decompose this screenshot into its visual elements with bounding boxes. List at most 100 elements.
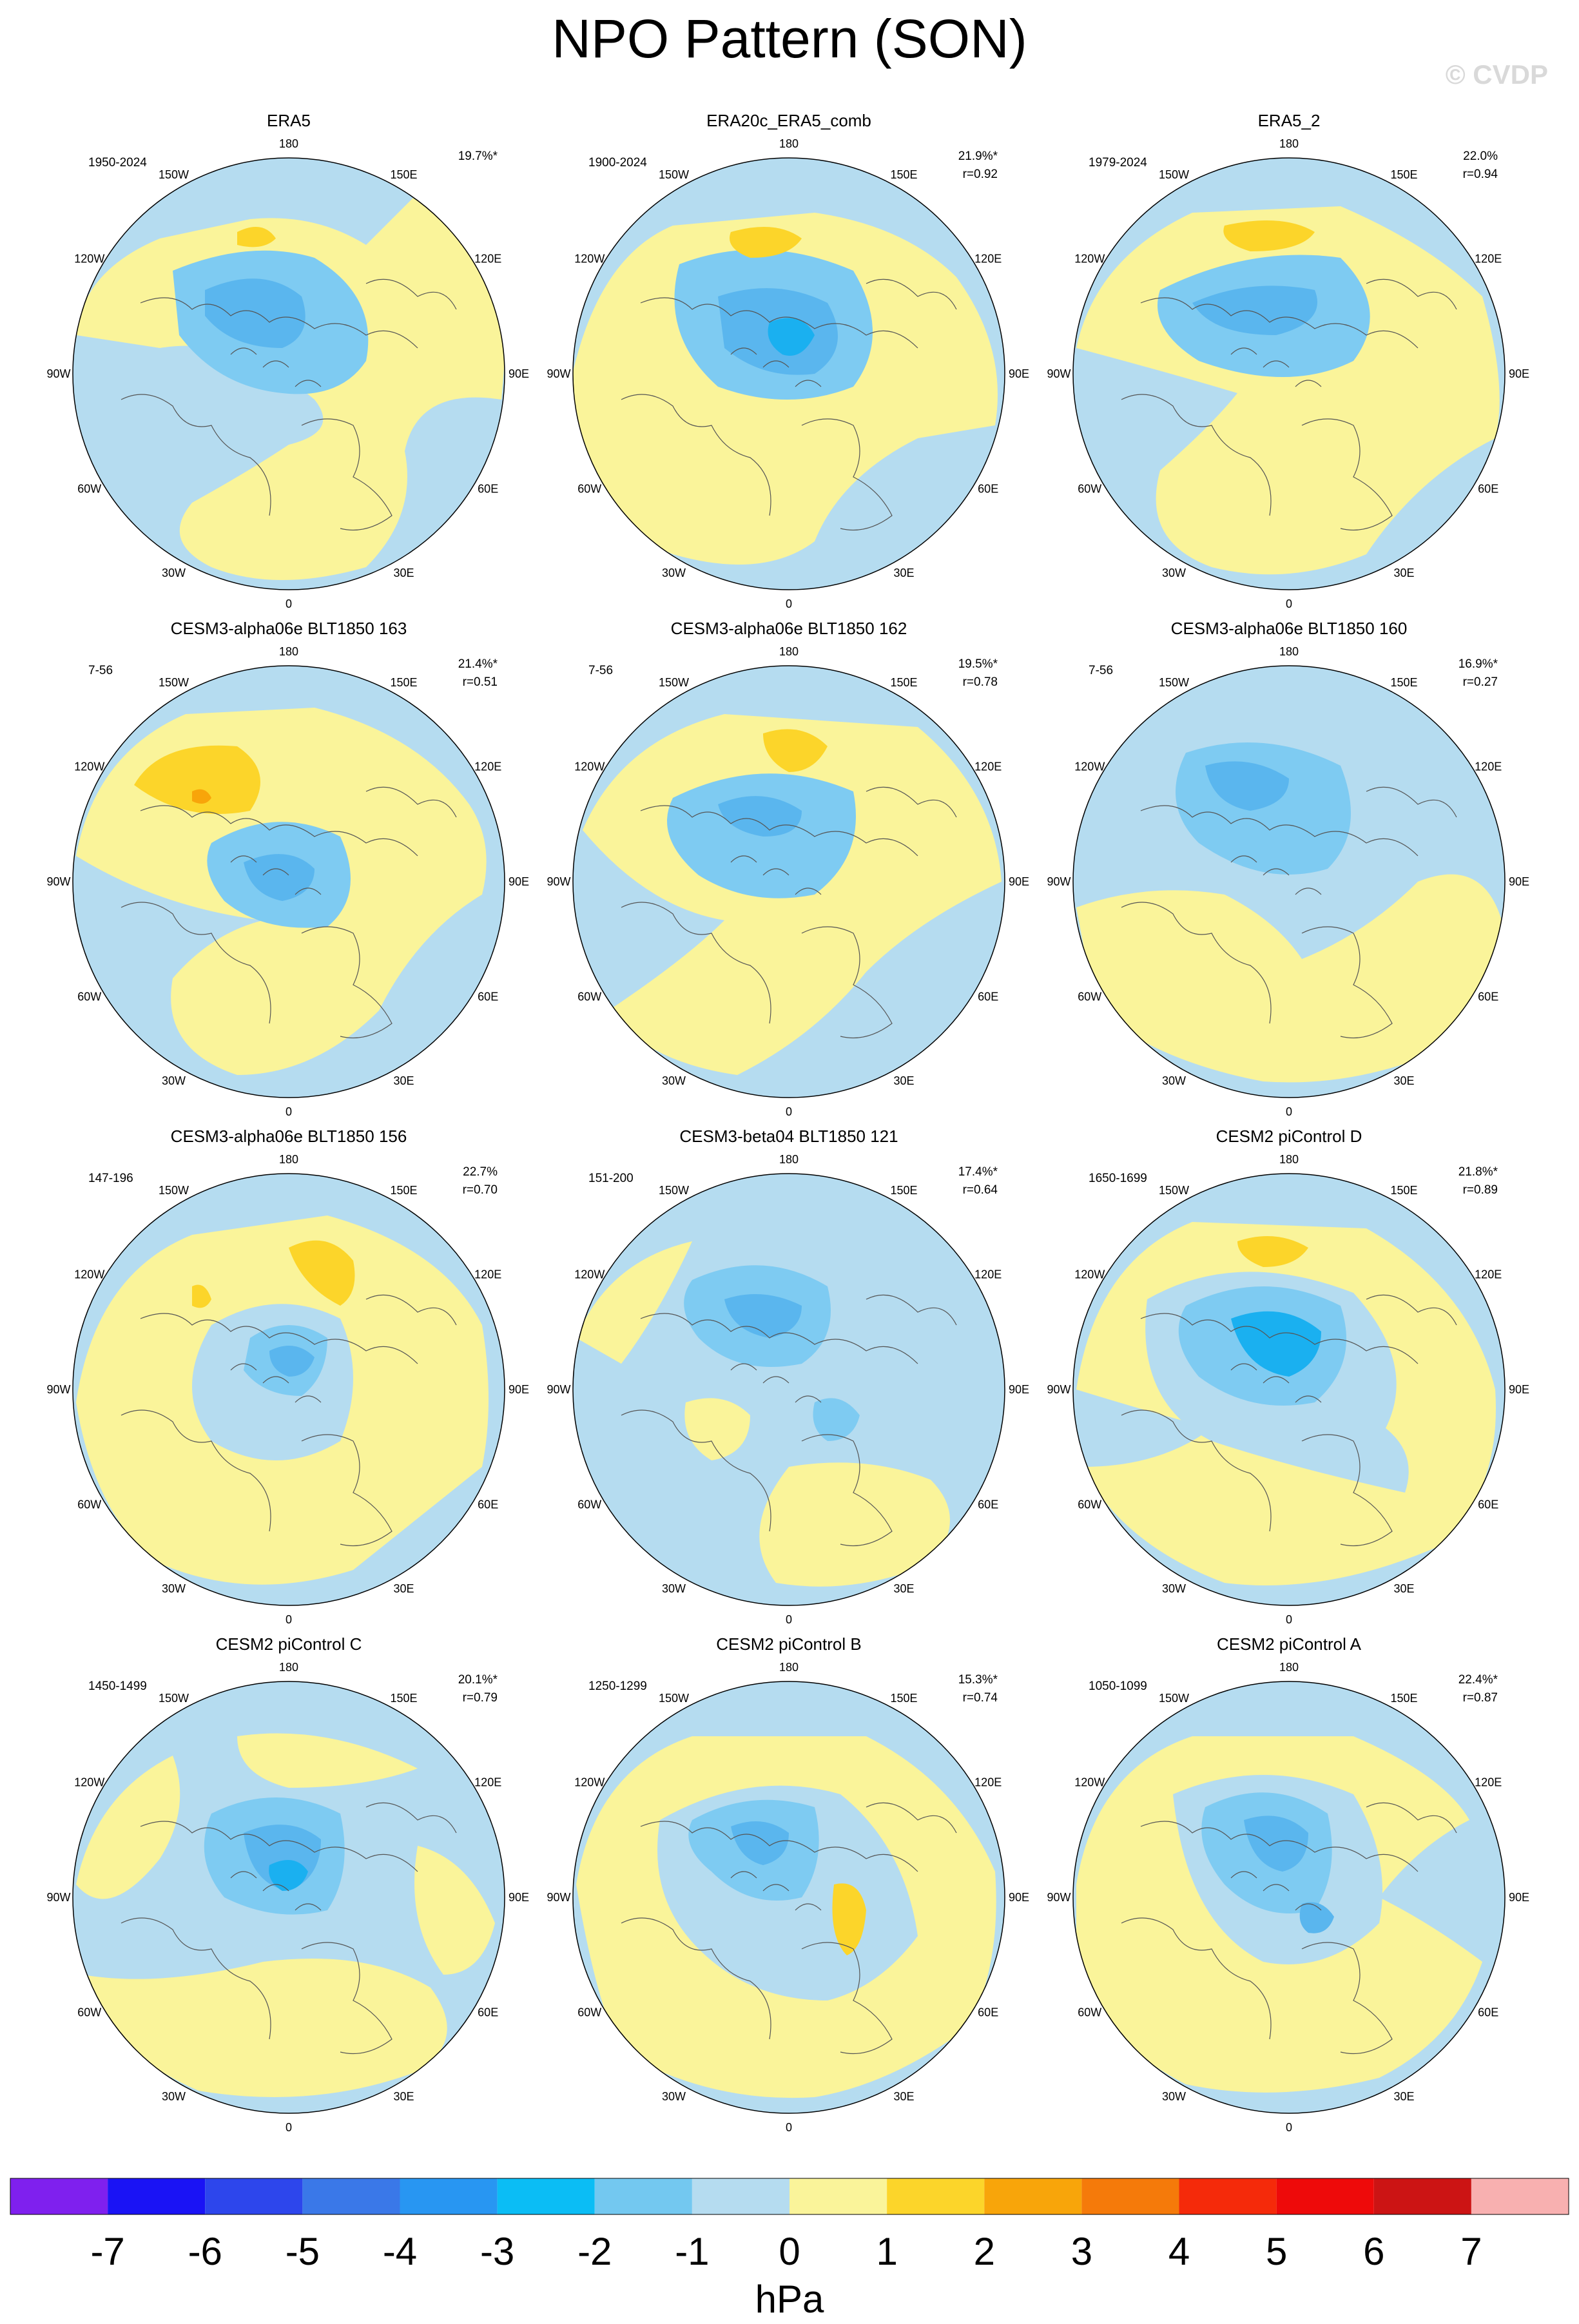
map-panel: 180 150E 120E 90E 60E 30E 0 30W 60W 90W 120W 150W CE… [1040,1634,1538,2144]
longitude-label: 120W [1074,1776,1105,1789]
coastline [230,1871,322,1911]
anomaly-region [237,227,276,247]
coastline [730,1871,822,1911]
map-panel: 180 150E 120E 90E 60E 30E 0 30W 60W 90W 120W 150W CE… [540,619,1038,1128]
pattern-correlation: r=0.92 [962,168,998,181]
longitude-label: 120E [974,253,1002,266]
coastline [730,347,822,387]
period-label: 1250-1299 [588,1680,647,1693]
coastline [140,805,418,857]
longitude-label: 30W [1162,1582,1186,1595]
period-label: 1050-1099 [1089,1680,1147,1693]
coastline [230,855,322,895]
longitude-label: 120E [474,253,501,266]
anomaly-region [289,1240,355,1306]
panel-title: CESM2 piControl D [1216,1127,1362,1146]
longitude-label: 0 [786,597,792,610]
map-panel: 180 150E 120E 90E 60E 30E 0 30W 60W 90W 120W 150W CE… [540,1634,1038,2144]
coastline [866,786,957,818]
longitude-label: 90E [1009,1383,1029,1396]
longitude-label: 90W [1047,1383,1070,1396]
coastline [1121,1917,1272,2040]
longitude-label: 90E [1509,1383,1529,1396]
polar-map: 180 150E 120E 90E 60E 30E 0 30W 60W 90W 120W 150W [547,1153,1029,1626]
longitude-label: 60W [577,1498,601,1511]
longitude-label: 180 [279,1661,298,1674]
coastline [1301,1434,1393,1546]
longitude-label: 60E [478,2006,498,2019]
anomaly-region [684,1398,750,1460]
colorbar-tick-label: 5 [1266,2230,1287,2273]
anomaly-region [832,1883,866,1955]
polar-map: 180 150E 120E 90E 60E 30E 0 30W 60W 90W 120W 150W [1047,1153,1529,1626]
longitude-label: 90E [509,1891,529,1904]
longitude-label: 90E [1509,875,1529,888]
longitude-label: 0 [786,1613,792,1626]
longitude-label: 150W [1159,676,1189,689]
variance-percent: 15.3%* [958,1673,998,1687]
longitude-label: 150E [1390,1692,1417,1705]
anomaly-region [1205,761,1289,811]
colorbar-swatch [1276,2178,1374,2214]
coastline [1230,1363,1322,1403]
coastline [1301,418,1393,530]
longitude-label: 150W [159,1692,189,1705]
longitude-label: 120E [974,1776,1002,1789]
panel-title: CESM2 piControl B [716,1634,862,1654]
colorbar: -7 -6 -5 -4 -3 -2 -1 0 1 2 3 4 5 6 7 hPa [10,2178,1569,2321]
longitude-label: 30W [662,1582,686,1595]
coastline [301,1942,392,2054]
longitude-label: 30E [1393,566,1414,579]
watermark: © CVDP [1445,59,1548,90]
map-border [1072,1681,1506,2114]
longitude-label: 30W [1162,1074,1186,1087]
longitude-label: 60E [978,483,998,496]
longitude-label: 30W [1162,566,1186,579]
colorbar-tick-label: 0 [779,2230,800,2273]
longitude-label: 150W [159,676,189,689]
longitude-label: 30E [1393,1074,1414,1087]
anomaly-region [76,1756,180,1899]
pattern-correlation: r=0.70 [462,1183,498,1197]
coastline [1140,297,1419,349]
longitude-label: 60W [577,991,601,1003]
anomaly-region [724,1294,802,1338]
colorbar-tick-label: -1 [675,2230,709,2273]
variance-percent: 20.1%* [458,1673,498,1687]
polar-map: 180 150E 120E 90E 60E 30E 0 30W 60W 90W 120W 150W [46,1153,529,1626]
longitude-label: 150W [659,168,689,181]
map-border [572,1173,1005,1606]
anomaly-region [730,227,802,258]
longitude-label: 180 [1279,1661,1299,1674]
longitude-label: 150E [390,1184,417,1197]
longitude-label: 120E [1475,760,1502,773]
period-label: 1979-2024 [1089,156,1147,169]
polar-map: 180 150E 120E 90E 60E 30E 0 30W 60W 90W 120W 150W [547,1661,1029,2134]
polar-map: 180 150E 120E 90E 60E 30E 0 30W 60W 90W 120W 150W [46,137,529,610]
map-border [72,1173,505,1606]
period-label: 1900-2024 [588,156,647,169]
longitude-label: 180 [1279,137,1299,150]
longitude-label: 90E [1009,1891,1029,1904]
pattern-correlation: r=0.79 [462,1691,498,1705]
longitude-label: 60W [1078,991,1101,1003]
map-border [72,1681,505,2114]
coastline [1121,1409,1272,1532]
coastline [1140,805,1419,857]
panel-title: CESM3-alpha06e BLT1850 162 [670,619,907,638]
coastline [1301,1942,1393,2054]
anomaly-region [813,1398,860,1441]
coastline [365,278,457,310]
longitude-label: 90E [509,367,529,380]
colorbar-swatch [1179,2178,1277,2214]
coastline [730,1363,822,1403]
anomaly-region [192,1284,211,1308]
coastline [640,1313,918,1364]
longitude-label: 150W [659,1184,689,1197]
coastline [1140,1821,1419,1872]
longitude-label: 150E [1390,676,1417,689]
longitude-label: 30E [893,566,914,579]
map-panel: 180 150E 120E 90E 60E 30E 0 30W 60W 90W 120W 150W CE… [1040,619,1538,1128]
longitude-label: 30E [893,1582,914,1595]
anomaly-region [1299,1902,1334,1933]
